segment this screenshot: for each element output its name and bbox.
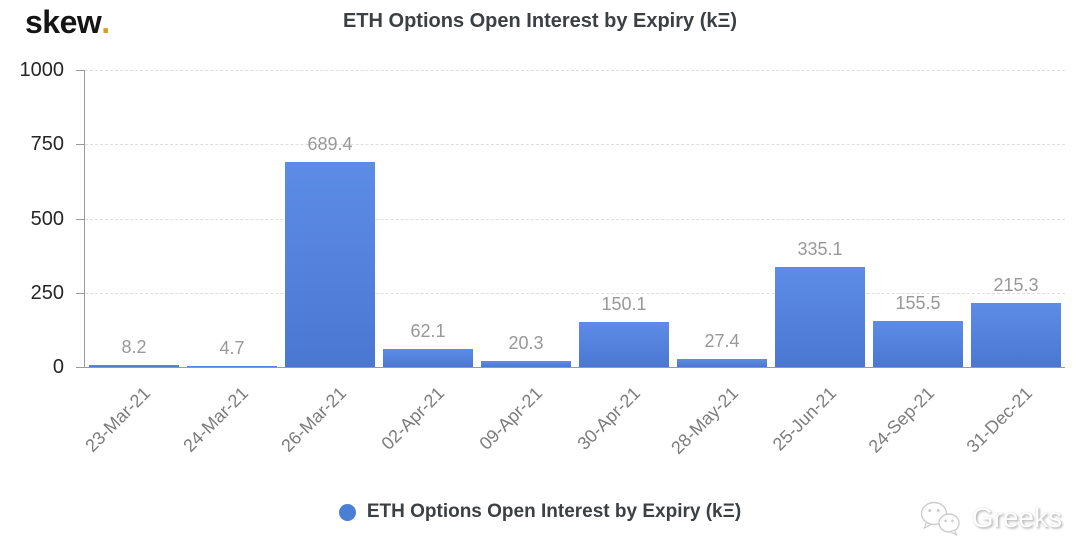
bar-value-label: 20.3 <box>508 332 544 353</box>
wechat-icon <box>920 501 960 537</box>
bar-value-label: 8.2 <box>121 336 147 357</box>
y-tick-mark <box>76 144 85 146</box>
x-tick-label-26-Mar-21: 26-Mar-21 <box>277 383 351 456</box>
watermark-greeks: Greeks <box>918 499 1062 537</box>
bar-09-Apr-21[interactable] <box>481 360 571 367</box>
bar-31-Dec-21[interactable] <box>971 303 1061 367</box>
bar-26-Mar-21[interactable] <box>285 162 375 367</box>
bar-value-label: 150.1 <box>601 294 647 315</box>
bar-24-Sep-21[interactable] <box>873 320 963 367</box>
chart-title: ETH Options Open Interest by Expiry (kΞ) <box>342 10 738 32</box>
bar-24-Mar-21[interactable] <box>187 365 277 367</box>
skew-logo-dot: . <box>101 4 110 40</box>
legend-label: ETH Options Open Interest by Expiry (kΞ) <box>366 501 742 522</box>
x-tick-label-31-Dec-21: 31-Dec-21 <box>962 383 1037 457</box>
gridline-y-1000 <box>85 70 1065 71</box>
bar-value-label: 689.4 <box>307 134 353 155</box>
x-tick-label-28-May-21: 28-May-21 <box>667 383 743 458</box>
bar-value-label: 215.3 <box>993 275 1039 296</box>
bar-23-Mar-21[interactable] <box>89 364 179 367</box>
x-tick-label-23-Mar-21: 23-Mar-21 <box>81 383 155 456</box>
bar-value-label: 27.4 <box>704 330 740 351</box>
bar-25-Jun-21[interactable] <box>775 267 865 367</box>
y-tick-label-250: 250 <box>30 281 64 304</box>
skew-logo-text: skew <box>25 4 102 40</box>
x-tick-label-24-Mar-21: 24-Mar-21 <box>179 383 253 456</box>
y-tick-mark <box>76 70 85 71</box>
skew-logo[interactable]: skew. <box>25 4 110 41</box>
y-tick-label-750: 750 <box>30 133 64 156</box>
x-tick-label-09-Apr-21: 09-Apr-21 <box>475 383 547 454</box>
bar-value-label: 62.1 <box>410 320 446 341</box>
gridline-y-750 <box>85 144 1065 146</box>
gridline-y-500 <box>85 218 1065 220</box>
y-tick-mark <box>76 292 85 294</box>
bar-value-label: 335.1 <box>797 239 843 260</box>
y-tick-label-0: 0 <box>52 356 64 378</box>
x-tick-label-25-Jun-21: 25-Jun-21 <box>768 383 841 455</box>
y-tick-mark <box>76 367 85 368</box>
x-tick-label-30-Apr-21: 30-Apr-21 <box>573 383 645 454</box>
gridline-y-250 <box>85 292 1065 294</box>
x-tick-label-24-Sep-21: 24-Sep-21 <box>864 383 939 457</box>
y-tick-mark <box>76 218 85 220</box>
bar-28-May-21[interactable] <box>677 358 767 367</box>
bar-chart-plot-area: 0 250 500 750 1000 8.2 23-Mar-21 4.7 24-Mar-21 68… <box>19 59 1065 458</box>
bar-30-Apr-21[interactable] <box>579 322 669 367</box>
y-tick-label-1000: 1000 <box>19 59 65 81</box>
watermark-text: Greeks <box>971 502 1062 533</box>
legend-marker-dot <box>338 503 356 521</box>
bar-02-Apr-21[interactable] <box>383 348 473 367</box>
bar-value-label: 4.7 <box>219 337 245 358</box>
y-tick-label-500: 500 <box>30 207 64 230</box>
bar-value-label: 155.5 <box>895 292 941 313</box>
x-tick-label-02-Apr-21: 02-Apr-21 <box>377 383 449 454</box>
x-axis-line <box>84 367 1065 368</box>
legend[interactable]: ETH Options Open Interest by Expiry (kΞ) <box>0 501 1080 523</box>
